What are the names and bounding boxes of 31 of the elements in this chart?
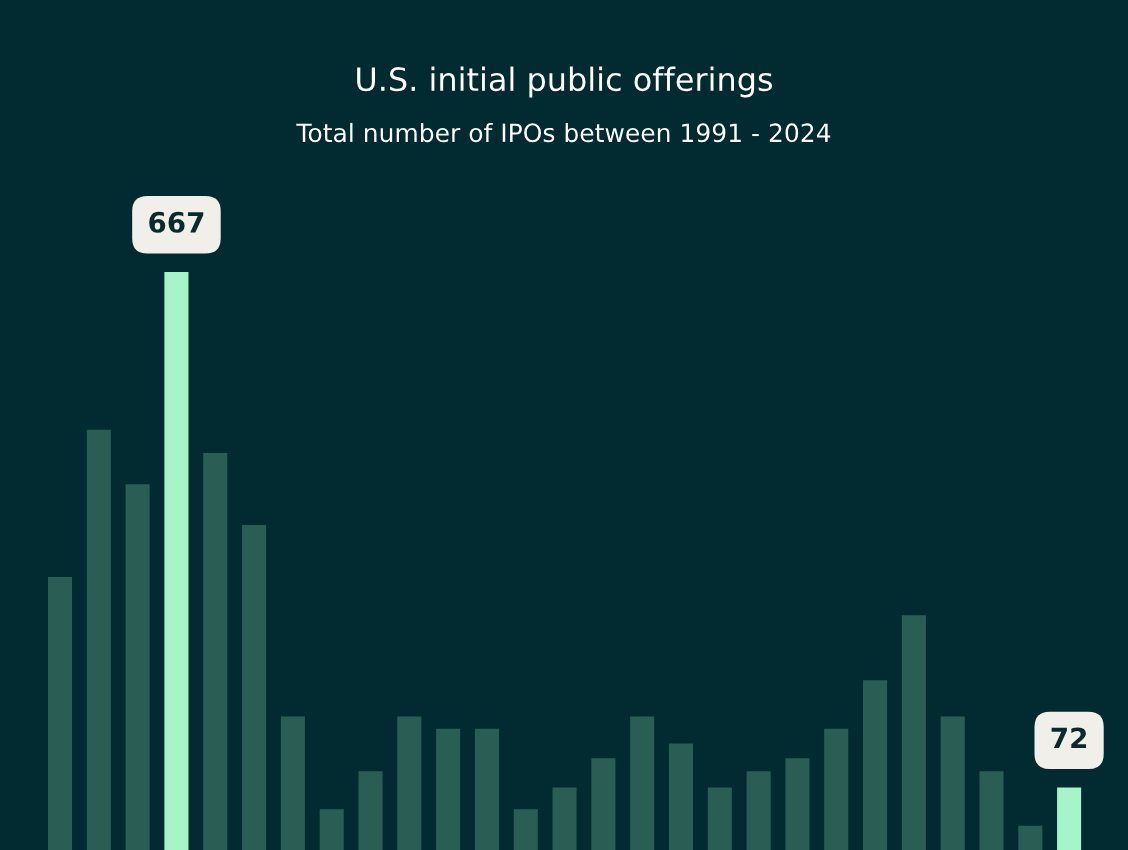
bar xyxy=(513,809,538,850)
bar xyxy=(397,716,422,850)
bar xyxy=(707,787,732,850)
bar xyxy=(86,429,111,850)
data-label: 72 xyxy=(1051,727,1087,749)
bar xyxy=(203,453,228,850)
bar xyxy=(280,716,305,850)
bar xyxy=(125,484,150,850)
bar xyxy=(901,615,926,850)
data-label: 667 xyxy=(149,211,204,233)
bar xyxy=(668,743,694,850)
chart-title: U.S. initial public offerings xyxy=(357,66,773,98)
bar xyxy=(242,525,267,850)
bar xyxy=(591,758,616,850)
bar xyxy=(319,809,344,850)
bar xyxy=(824,728,849,850)
bar xyxy=(940,716,965,850)
bar xyxy=(474,728,499,850)
bar xyxy=(785,758,810,850)
bar xyxy=(552,787,577,850)
bar xyxy=(979,771,1004,850)
chart-subtitle: Total number of IPOs between 1991 - 2024 xyxy=(296,122,831,143)
bar xyxy=(630,716,655,850)
bar xyxy=(47,577,73,850)
bar xyxy=(436,728,461,850)
bar xyxy=(358,771,383,850)
bar xyxy=(863,680,888,850)
bar xyxy=(1057,787,1082,850)
bar xyxy=(746,771,771,850)
bar xyxy=(1018,825,1043,850)
bar xyxy=(164,272,189,850)
